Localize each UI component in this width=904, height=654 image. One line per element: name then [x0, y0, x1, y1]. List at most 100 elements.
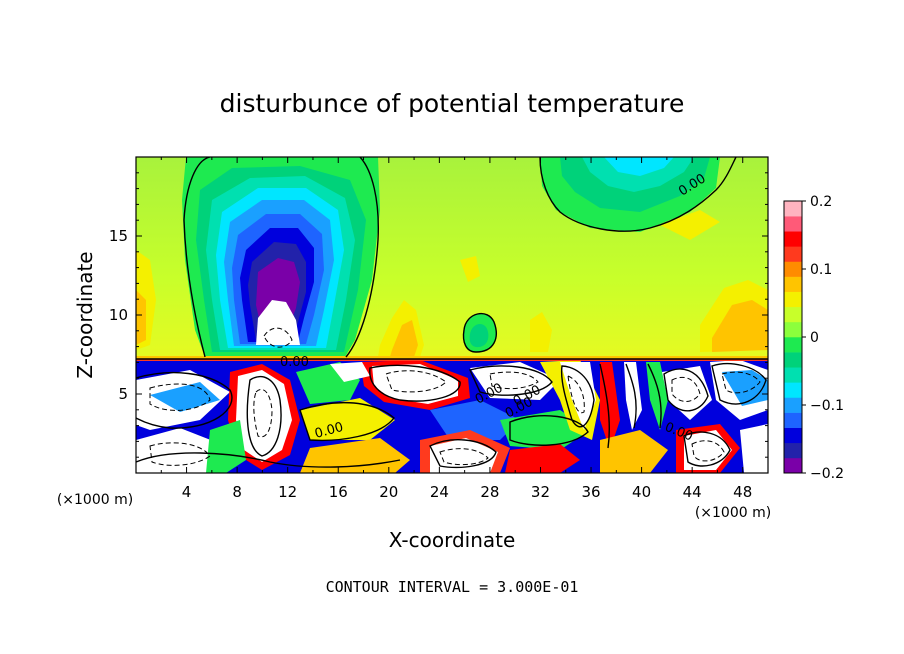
x-tick-label: 20 — [379, 483, 398, 501]
x-unit-label: (×1000 m) — [695, 505, 771, 521]
contour-line — [560, 365, 595, 428]
colorbar-tick-label: 0 — [810, 330, 819, 346]
contour-label: 0.00 — [313, 420, 345, 442]
lower-region — [300, 438, 410, 473]
colorbar-swatch — [784, 352, 802, 368]
contour-interval-note: CONTOUR INTERVAL = 3.000E-01 — [326, 578, 579, 596]
negative-contour — [691, 440, 725, 462]
lower-region — [600, 362, 620, 450]
y-tick-label: 10 — [109, 306, 128, 324]
warm-region — [712, 300, 768, 352]
negative-contour — [149, 442, 211, 466]
warm-region — [530, 312, 552, 352]
cold-dome — [604, 157, 674, 176]
colorbar-ticks: 0.2 0.1 0 −0.1 −0.2 — [802, 194, 844, 482]
x-tick-label: 32 — [531, 483, 550, 501]
colorbar-swatch — [784, 291, 802, 308]
colorbar — [783, 200, 803, 474]
lower-region — [136, 428, 226, 473]
y-tick-label: 5 — [118, 385, 128, 403]
interface-band — [136, 359, 768, 361]
contour-line — [429, 439, 497, 469]
colorbar-swatch — [784, 246, 802, 262]
lower-region — [206, 420, 246, 473]
warm-region — [390, 320, 418, 357]
negative-contour — [489, 371, 539, 390]
colorbar-tick-label: −0.2 — [810, 466, 844, 482]
lower-region — [646, 362, 668, 430]
y-axis-label: Z-coordinate — [73, 251, 97, 378]
contour-line — [299, 401, 395, 442]
contour-line — [136, 371, 233, 429]
colorbar-swatch — [784, 427, 802, 444]
interface-band — [136, 356, 768, 360]
cold-bubble — [469, 323, 489, 348]
contour-label: 0.00 — [280, 355, 309, 370]
lower-region — [624, 362, 642, 430]
colorbar-swatch — [784, 321, 802, 338]
y-axis: 5 10 15 — [109, 172, 768, 458]
contour-line — [136, 452, 401, 468]
negative-contour — [149, 383, 211, 411]
warm-region — [460, 256, 480, 282]
colorbar-tick-label: 0.2 — [810, 194, 832, 210]
colorbar-swatch — [784, 412, 802, 428]
lower-region — [740, 424, 768, 473]
y-unit-label: (×1000 m) — [57, 492, 133, 508]
x-tick-label: 28 — [480, 483, 499, 501]
lower-region — [600, 430, 668, 473]
lower-region — [330, 362, 370, 382]
warm-region — [660, 210, 720, 240]
field: 0.00 0.00 0.00 0.00 0.00 0.00 0.00 — [136, 157, 768, 473]
contour-line — [711, 362, 767, 405]
negative-contour — [721, 371, 761, 394]
contour-line — [647, 363, 662, 429]
x-tick-label: 40 — [632, 483, 651, 501]
colorbar-swatch — [784, 397, 802, 413]
colorbar-swatch — [784, 201, 802, 217]
contour-line — [345, 157, 380, 358]
x-axis-label: X-coordinate — [389, 528, 516, 552]
colorbar-swatch — [784, 367, 802, 383]
contour-line — [599, 363, 610, 449]
x-tick-label: 16 — [329, 483, 348, 501]
x-tick-label: 12 — [278, 483, 297, 501]
x-tick-label: 24 — [430, 483, 449, 501]
negative-contour — [439, 448, 489, 466]
chart-title: disturbunce of potential temperature — [220, 89, 685, 118]
negative-contours — [149, 327, 761, 466]
contour-line — [625, 363, 637, 429]
lower-region — [560, 362, 596, 430]
x-tick-label: 4 — [182, 483, 192, 501]
colorbar-tick-label: 0.1 — [810, 262, 832, 278]
x-tick-label: 8 — [232, 483, 242, 501]
colorbar-swatch — [784, 337, 802, 353]
colorbar-swatch — [784, 216, 802, 232]
lower-region — [505, 444, 580, 473]
x-tick-label: 36 — [581, 483, 600, 501]
lower-region — [300, 398, 395, 440]
negative-contour — [567, 375, 585, 414]
colorbar-tick-label: −0.1 — [810, 398, 844, 414]
colorbar-swatch — [784, 306, 802, 323]
y-tick-label: 15 — [109, 227, 128, 245]
negative-contour — [253, 388, 273, 438]
contour-line — [509, 415, 589, 446]
lower-region — [372, 364, 458, 404]
contour-line — [683, 431, 731, 467]
colorbar-swatch — [784, 276, 802, 292]
x-axis: 4 8 12 16 20 24 28 32 36 40 44 48 — [160, 157, 752, 501]
contour-line — [462, 312, 497, 353]
cold-plume — [256, 300, 300, 345]
colorbar-swatch — [784, 231, 802, 247]
colorbar-swatch — [784, 261, 802, 277]
x-tick-label: 44 — [683, 483, 702, 501]
negative-contour — [385, 370, 447, 393]
colorbar-swatch — [784, 382, 802, 398]
contour-line — [469, 365, 553, 396]
contour-line — [663, 368, 709, 412]
colorbar-swatch — [784, 457, 802, 474]
contour-line — [369, 364, 461, 402]
x-tick-label: 48 — [733, 483, 752, 501]
